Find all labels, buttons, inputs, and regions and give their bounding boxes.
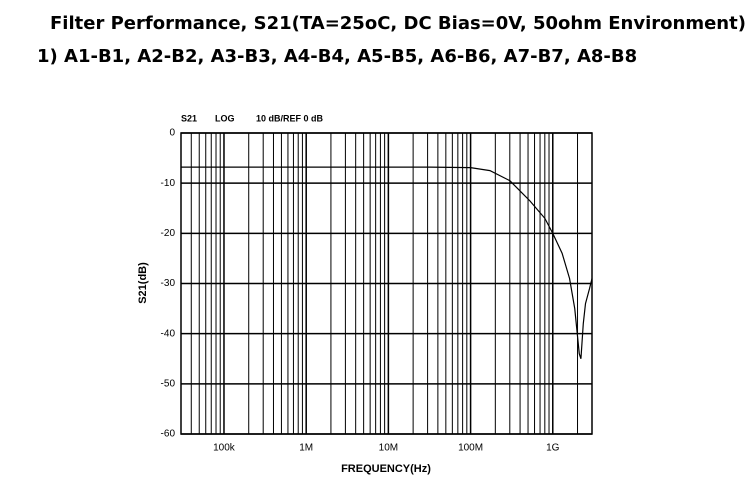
plot-frame [180,132,593,435]
data-line [181,166,593,359]
y-axis-label: S21(dB) [137,262,149,304]
chart-subtitle: 1) A1-B1, A2-B2, A3-B3, A4-B4, A5-B5, A6… [37,46,637,67]
x-tick-label: 100M [458,443,483,454]
y-tick-label: -60 [161,429,176,440]
y-tick-label: -40 [161,328,176,339]
y-tick-label: 0 [169,128,175,139]
y-tick-label: -10 [161,178,176,189]
x-tick-label: 100k [213,443,236,454]
y-tick-label: -20 [161,228,176,239]
chart-title: Filter Performance, S21(TA=25oC, DC Bias… [50,13,746,34]
x-axis-label: FREQUENCY(Hz) [341,463,431,475]
x-tick-label: 1G [546,443,560,454]
x-tick-label: 10M [379,443,398,454]
y-tick-label: -30 [161,278,176,289]
plot-annotation: 10 dB/REF 0 dB [256,113,324,123]
plot-annotation: LOG [215,113,235,123]
x-tick-label: 1M [299,443,313,454]
y-tick-label: -50 [161,378,176,389]
plot-annotation: S21 [181,113,197,123]
